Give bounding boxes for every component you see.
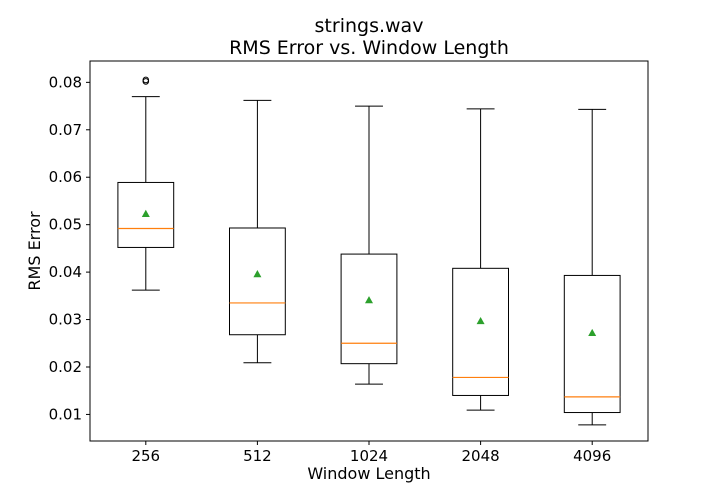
y-tick-label-4: 0.05 xyxy=(49,216,82,234)
y-tick-label-6: 0.07 xyxy=(49,121,82,139)
box-4096 xyxy=(563,274,621,414)
y-tick-label-2: 0.03 xyxy=(49,311,82,329)
mean-marker-2048 xyxy=(476,316,485,325)
mean-marker-1024 xyxy=(365,296,373,304)
x-tick-label-2048: 2048 xyxy=(462,447,500,465)
x-tick-label-4096: 4096 xyxy=(573,447,611,465)
y-tick-label-5: 0.06 xyxy=(49,168,82,186)
outlier-256-1 xyxy=(142,76,150,84)
box-2048 xyxy=(452,267,510,396)
chart-title-line-2: RMS Error vs. Window Length xyxy=(229,37,509,59)
box-256 xyxy=(117,181,175,248)
box-512 xyxy=(229,227,286,336)
box-1024 xyxy=(340,253,398,365)
plot-area xyxy=(117,76,621,426)
y-axis-label: RMS Error xyxy=(25,211,44,291)
mean-marker-4096 xyxy=(588,328,597,337)
mean-marker-256 xyxy=(141,209,150,217)
y-tick-label-7: 0.08 xyxy=(49,73,82,91)
chart-title-line-1: strings.wav xyxy=(315,15,424,37)
x-tick-label-512: 512 xyxy=(243,447,272,465)
y-tick-label-3: 0.04 xyxy=(49,263,82,281)
y-tick-label-0: 0.01 xyxy=(49,405,82,423)
x-tick-label-1024: 1024 xyxy=(350,447,388,465)
mean-marker-512 xyxy=(253,270,262,278)
x-tick-label-256: 256 xyxy=(131,447,160,465)
y-tick-label-1: 0.02 xyxy=(49,358,82,376)
x-axis-label: Window Length xyxy=(307,464,430,483)
